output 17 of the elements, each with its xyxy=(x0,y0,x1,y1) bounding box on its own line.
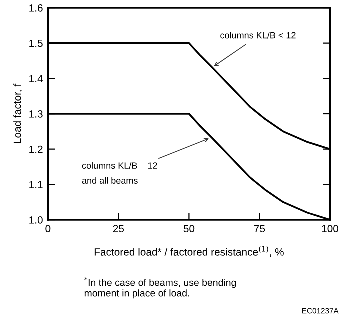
y-tick-label: 1.4 xyxy=(30,75,43,82)
y-tick-label: 1.5 xyxy=(30,40,43,48)
x-tick-label: 50 xyxy=(184,225,195,233)
y-tick-label: 1.1 xyxy=(30,181,43,188)
x-tick-label: 0 xyxy=(46,225,51,233)
x-tick-label: 100 xyxy=(322,225,339,233)
y-tick-label: 1.2 xyxy=(30,146,43,154)
x-tick-label: 25 xyxy=(113,225,124,233)
y-axis-title: Load factor, f xyxy=(14,84,22,144)
y-tick-label: 1.0 xyxy=(30,216,43,224)
y-tick-label: 1.3 xyxy=(30,110,43,118)
y-tick-label: 1.6 xyxy=(30,4,43,12)
x-axis-title: Factored load* / factored resistance$^{(1)}$, % xyxy=(94,246,284,258)
annotation: columns KL/B 12 and all beams xyxy=(82,162,158,184)
annotation: columns KL/B < 12 xyxy=(220,32,296,39)
text: $^{*}$In the case of beams, use bending moment in place of load. xyxy=(84,277,236,299)
x-tick-label: 75 xyxy=(254,225,266,233)
